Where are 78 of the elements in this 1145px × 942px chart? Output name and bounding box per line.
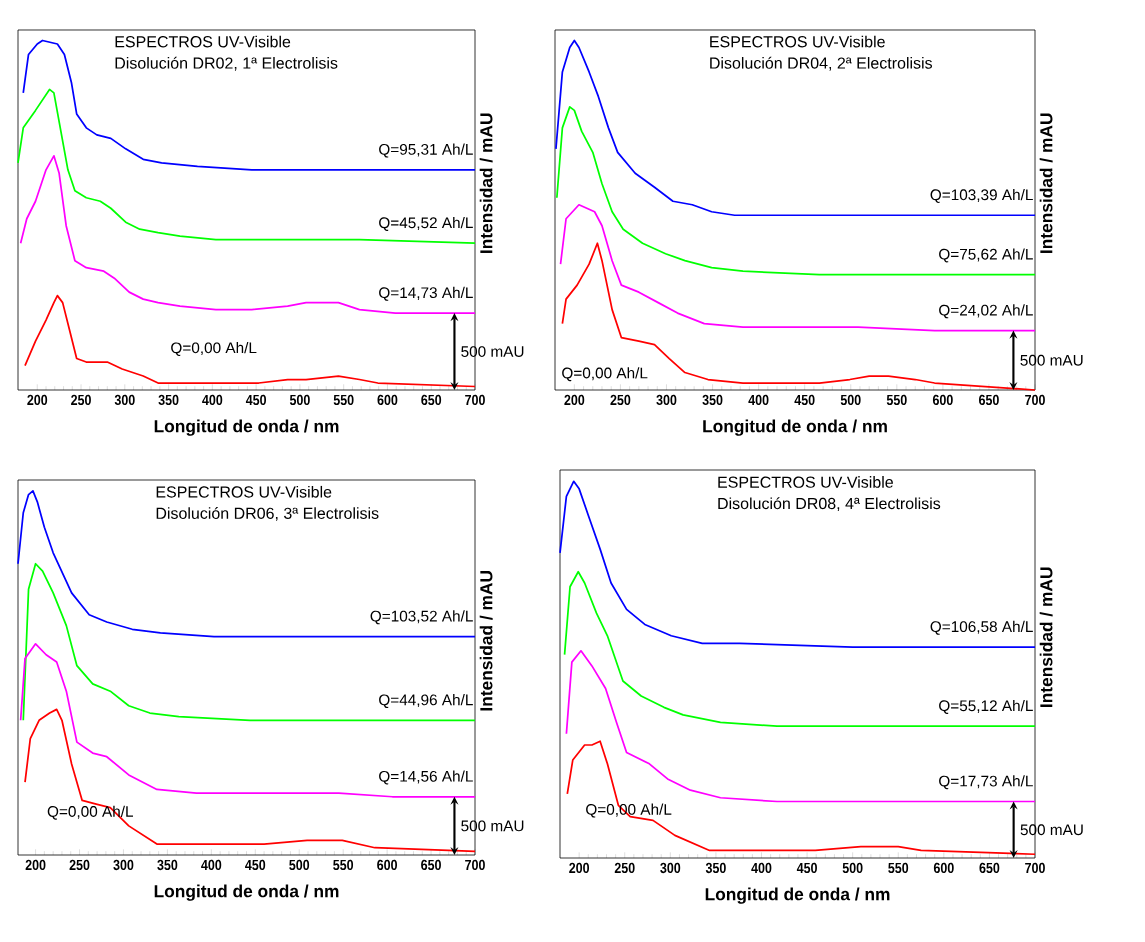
- x-tick-label: 650: [421, 394, 442, 406]
- text: Disolución DR04, 2ª Electrolisis: [710, 56, 933, 71]
- x-tick-label: 600: [377, 859, 397, 871]
- x-tick-label: 400: [201, 859, 222, 871]
- x-tick-label: 450: [245, 394, 267, 406]
- x-axis-title: Longitud de onda / nm: [705, 887, 890, 904]
- series-label: Q=45,52 Ah/L: [379, 216, 473, 231]
- series-label: Q=106,58 Ah/L: [930, 620, 1033, 635]
- series-label: Q=0,00 Ah/L: [171, 342, 257, 357]
- x-tick-label: 600: [932, 394, 953, 406]
- x-tick-label: 450: [794, 394, 815, 406]
- x-tick-label: 550: [888, 862, 909, 874]
- x-tick-label: 650: [421, 859, 441, 871]
- x-tick-label: 550: [886, 394, 907, 406]
- x-tick-label: 500: [289, 859, 310, 871]
- x-tick-label: 200: [25, 859, 46, 871]
- text: Disolución DR02, 1ª Electrolisis: [115, 56, 338, 71]
- x-tick-label: 200: [569, 862, 590, 874]
- x-tick-label: 300: [113, 859, 134, 871]
- y-axis-title: Intensidad / mAU: [479, 113, 493, 253]
- series-label: Q=75,62 Ah/L: [939, 248, 1033, 263]
- series-label: Q=103,39 Ah/L: [930, 188, 1033, 203]
- series-label: Q=0,00 Ah/L: [562, 367, 648, 382]
- series-label: Q=55,12 Ah/L: [939, 699, 1033, 714]
- x-tick-label: 450: [796, 862, 817, 874]
- x-tick-label: 500: [842, 862, 863, 874]
- x-tick-label: 500: [289, 394, 310, 406]
- x-tick-label: 350: [705, 862, 726, 874]
- x-tick-label: 400: [751, 862, 772, 874]
- x-tick-label: 700: [465, 859, 485, 871]
- x-tick-label: 550: [333, 859, 354, 871]
- x-tick-label: 250: [610, 394, 631, 406]
- x-tick-label: 350: [158, 394, 179, 406]
- x-tick-label: 700: [465, 394, 485, 406]
- x-tick-label: 600: [933, 862, 954, 874]
- x-tick-label: 300: [660, 862, 681, 874]
- text: Disolución DR08, 4ª Electrolisis: [718, 497, 941, 512]
- x-tick-label: 400: [748, 394, 769, 406]
- series-label: Q=14,56 Ah/L: [379, 770, 473, 785]
- x-tick-label: 200: [27, 394, 48, 406]
- x-axis-title: Longitud de onda / nm: [154, 884, 339, 901]
- x-tick-label: 700: [1025, 862, 1045, 874]
- series-label: Q=14,73 Ah/L: [379, 286, 473, 301]
- x-tick-label: 350: [702, 394, 723, 406]
- x-tick-label: 700: [1025, 394, 1045, 406]
- series-label: Q=44,96 Ah/L: [379, 694, 473, 709]
- x-tick-label: 200: [564, 394, 585, 406]
- series-label: Q=95,31 Ah/L: [379, 143, 473, 158]
- annotation: 500 mAU: [1020, 354, 1083, 366]
- y-axis-title: Intensidad / mAU: [1039, 113, 1053, 253]
- annotation: 500 mAU: [1020, 824, 1083, 836]
- chart-title: ESPECTROS UV-Visible: [718, 476, 893, 488]
- x-tick-label: 350: [157, 859, 178, 871]
- x-tick-label: 300: [656, 394, 677, 406]
- text: Disolución DR06, 3ª Electrolisis: [156, 507, 379, 521]
- x-tick-label: 250: [614, 862, 635, 874]
- x-tick-label: 550: [333, 394, 354, 406]
- x-tick-label: 300: [114, 394, 135, 406]
- series-label: Q=17,73 Ah/L: [939, 775, 1033, 790]
- x-tick-label: 400: [202, 394, 223, 406]
- chart-title: ESPECTROS UV-Visible: [115, 35, 291, 48]
- x-tick-label: 250: [69, 859, 90, 871]
- annotation: 500 mAU: [461, 820, 524, 832]
- x-axis-title: Longitud de onda / nm: [703, 419, 887, 436]
- x-axis-title: Longitud de onda / nm: [154, 419, 339, 436]
- x-tick-label: 600: [377, 394, 398, 406]
- x-tick-label: 650: [979, 862, 1000, 874]
- x-tick-label: 250: [71, 394, 91, 406]
- annotation: 500 mAU: [461, 346, 524, 357]
- x-tick-label: 500: [840, 394, 861, 406]
- x-tick-label: 450: [245, 859, 266, 871]
- series-label: Q=24,02 Ah/L: [939, 304, 1033, 319]
- chart-title: ESPECTROS UV-Visible: [710, 35, 885, 48]
- x-tick-label: 650: [979, 394, 999, 406]
- chart-title: ESPECTROS UV-Visible: [156, 485, 332, 498]
- series-label: Q=103,52 Ah/L: [370, 610, 473, 625]
- y-axis-title: Intensidad / mAU: [479, 571, 493, 711]
- y-axis-title: Intensidad / mAU: [1039, 567, 1053, 707]
